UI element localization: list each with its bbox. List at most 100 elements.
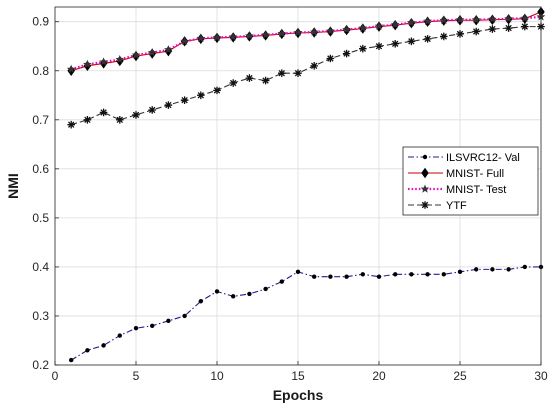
data-point: [116, 115, 124, 124]
data-point: [83, 59, 92, 69]
data-point: [182, 313, 187, 319]
data-point: [263, 286, 268, 292]
x-tick-label: 20: [372, 369, 386, 383]
y-tick-label: 0.5: [32, 211, 49, 225]
y-tick-label: 0.9: [32, 15, 49, 29]
data-point: [326, 26, 335, 35]
data-point: [393, 272, 398, 277]
legend-item: ILSVRC12- Val: [408, 152, 520, 164]
y-tick-label: 0.2: [32, 358, 49, 372]
data-point: [148, 106, 156, 114]
data-point: [407, 18, 416, 27]
data-point: [166, 318, 171, 324]
data-point: [279, 279, 284, 284]
data-point: [522, 264, 527, 270]
data-point: [359, 44, 367, 53]
data-point: [293, 27, 303, 37]
data-point: [488, 25, 497, 33]
data-point: [278, 69, 286, 78]
data-point: [441, 272, 446, 277]
legend-label: MNIST- Full: [446, 168, 504, 180]
data-point: [391, 39, 399, 48]
data-point: [247, 291, 252, 297]
data-point: [472, 27, 480, 36]
legend-label: ILSVRC12- Val: [446, 152, 520, 164]
y-tick-label: 0.8: [32, 64, 49, 78]
data-point: [328, 274, 333, 279]
data-point: [374, 21, 384, 30]
x-tick-label: 5: [133, 369, 140, 383]
data-point: [198, 299, 203, 304]
data-point: [99, 57, 108, 66]
legend-marker: [422, 154, 428, 160]
data-point: [231, 294, 236, 299]
data-point: [212, 32, 222, 42]
data-point: [490, 267, 495, 272]
series-line: [70, 15, 542, 71]
y-tick-label: 0.3: [32, 309, 49, 323]
data-point: [228, 32, 238, 41]
data-point: [326, 54, 335, 63]
data-point: [310, 62, 318, 70]
x-tick-label: 10: [210, 369, 224, 383]
data-point: [164, 101, 173, 109]
data-point: [425, 272, 430, 277]
data-point: [214, 289, 220, 294]
data-point: [67, 120, 75, 129]
data-point: [309, 27, 319, 36]
legend-label: YTF: [446, 200, 467, 212]
data-point: [474, 267, 479, 272]
legend-label: MNIST- Test: [446, 184, 506, 196]
data-point: [99, 108, 108, 117]
x-tick-label: 25: [453, 369, 467, 383]
data-point: [115, 54, 125, 64]
data-point: [488, 14, 497, 23]
legend-marker: [420, 184, 430, 193]
data-point: [213, 86, 221, 95]
data-point: [521, 22, 529, 31]
data-point: [117, 333, 123, 338]
data-point: [150, 323, 155, 328]
data-point: [457, 269, 463, 275]
data-point: [504, 14, 513, 23]
data-point: [245, 31, 254, 40]
legend-item: MNIST- Full: [408, 167, 504, 180]
y-tick-label: 0.4: [32, 260, 49, 274]
data-point: [101, 343, 106, 348]
data-point: [312, 274, 317, 279]
data-point: [261, 30, 270, 39]
legend: ILSVRC12- Val MNIST- Full MNIST- Test YTF: [402, 146, 539, 216]
data-point: [423, 16, 432, 25]
data-point: [277, 28, 287, 38]
data-point: [196, 33, 206, 43]
data-point: [132, 111, 140, 119]
series-line: [70, 266, 541, 361]
data-point: [376, 274, 382, 279]
y-tick-label: 0.7: [32, 113, 49, 127]
data-point: [520, 13, 530, 23]
x-tick-label: 0: [52, 369, 59, 383]
x-tick-label: 15: [291, 369, 305, 383]
data-point: [342, 24, 351, 34]
data-point: [180, 96, 189, 104]
data-point: [375, 42, 383, 51]
series-layer: [66, 6, 546, 363]
data-point: [342, 49, 351, 58]
data-point: [456, 30, 464, 38]
data-point: [147, 48, 157, 57]
data-point: [506, 267, 511, 272]
x-axis-title: Epochs: [273, 387, 324, 403]
data-point: [504, 24, 513, 32]
data-point: [440, 32, 448, 41]
x-tick-label: 30: [534, 369, 548, 383]
series-mnist-test: [66, 12, 546, 74]
legend-marker: [421, 201, 429, 209]
data-point: [295, 269, 301, 275]
data-point: [66, 64, 76, 74]
data-point: [229, 79, 237, 87]
y-tick-label: 0.6: [32, 162, 49, 176]
legend-item: MNIST- Test: [408, 184, 506, 196]
data-point: [344, 274, 349, 279]
data-point: [407, 37, 416, 46]
data-point: [261, 76, 270, 85]
